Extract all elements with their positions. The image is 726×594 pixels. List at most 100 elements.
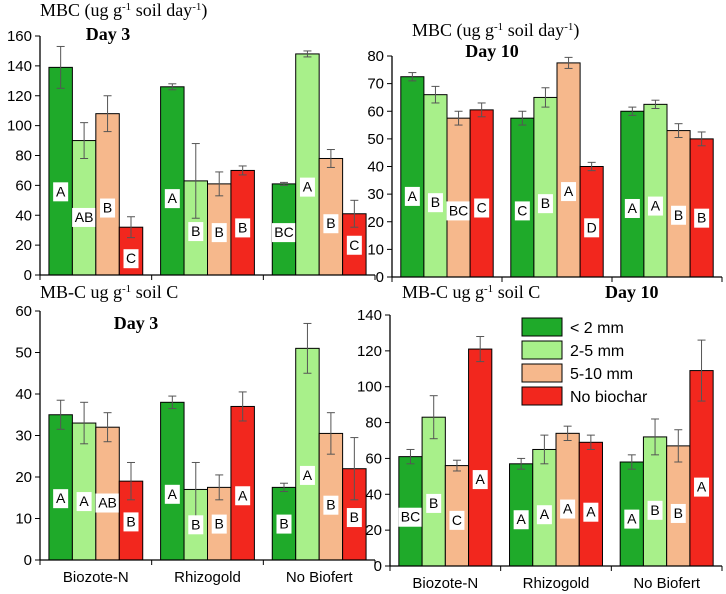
significance-label-bg (694, 208, 710, 228)
y-tick-label: 80 (365, 415, 382, 432)
bar-biozote-n-s4 (469, 109, 494, 278)
chart-title: MBC (ug g-1 soil day-1) (412, 20, 579, 41)
significance-label-bg (123, 249, 139, 269)
significance-label-bg (514, 201, 530, 221)
significance-label-bg (211, 223, 227, 243)
bar-biozote-n-s4 (468, 348, 493, 567)
significance-label: C (477, 200, 487, 216)
bar-biozote-n-s2 (421, 416, 446, 567)
bar-no-biofert-s2 (295, 53, 320, 276)
significance-label-bg (100, 198, 116, 218)
significance-label-bg (271, 223, 296, 243)
significance-label: A (627, 511, 637, 527)
legend-label: No biochar (570, 389, 648, 406)
significance-label: AB (75, 209, 94, 225)
y-tick-label: 10 (15, 511, 32, 528)
title-superscript: -1 (564, 21, 573, 33)
bar-rhizogold-s1 (510, 117, 535, 278)
bar-rhizogold-s1 (160, 86, 185, 276)
significance-label-bg (164, 189, 180, 209)
significance-label: AB (98, 495, 117, 511)
legend-label: 2-5 mm (570, 343, 624, 360)
significance-label-bg (561, 182, 577, 202)
title-text: MB-C ug g (40, 282, 122, 302)
significance-label-bg (427, 193, 443, 213)
significance-label-bg (76, 492, 92, 512)
significance-label: B (429, 495, 438, 511)
significance-label-bg (624, 509, 640, 529)
significance-label-bg (346, 235, 362, 255)
bar-biozote-n-s2 (423, 94, 448, 278)
significance-label-bg (560, 499, 576, 519)
y-tick-label: 140 (357, 307, 382, 324)
significance-label: A (56, 183, 66, 199)
chart-title: MB-C ug g-1 soil C (402, 282, 540, 302)
y-tick-label: 60 (365, 450, 382, 467)
significance-label-bg (72, 207, 97, 227)
significance-label: B (431, 194, 440, 210)
chart-subtitle: Day 10 (605, 282, 659, 302)
bar-no-biofert-s2 (295, 347, 320, 561)
significance-label-bg (536, 505, 552, 525)
chart-subtitle: Day 3 (86, 24, 131, 44)
significance-label-bg (647, 196, 663, 216)
legend-swatch (521, 340, 563, 360)
significance-label-bg (123, 512, 139, 532)
bar-no-biofert-s1 (620, 110, 645, 278)
bar-rhizogold-s1 (160, 401, 185, 561)
significance-label-bg (323, 495, 339, 515)
title-text: soil C (131, 282, 178, 302)
significance-label-bg (346, 508, 362, 528)
bar-biozote-n-s1 (48, 414, 73, 561)
y-tick-label: 0 (24, 552, 32, 569)
significance-label: B (697, 210, 706, 226)
significance-label-bg (211, 514, 227, 534)
significance-label: A (697, 479, 707, 495)
legend: < 2 mm 2-5 mm 5-10 mm No biochar (521, 317, 648, 406)
significance-label: B (103, 200, 112, 216)
y-tick-label: 30 (15, 428, 32, 445)
significance-label: C (126, 250, 136, 266)
significance-label: A (628, 200, 638, 216)
significance-label-bg (671, 205, 687, 225)
significance-label-bg (647, 500, 663, 520)
significance-label: B (674, 505, 683, 521)
y-tick-label: 80 (367, 48, 384, 65)
y-tick-label: 120 (7, 88, 32, 105)
significance-label: B (279, 516, 288, 532)
significance-label-bg (584, 218, 600, 238)
bar-biozote-n-s1 (400, 76, 425, 278)
x-tick-label: Biozote-N (63, 569, 129, 586)
significance-label: A (168, 486, 178, 502)
significance-label: B (238, 219, 247, 235)
y-tick-label: 20 (367, 214, 384, 231)
significance-label-bg (472, 470, 488, 490)
significance-label: BC (401, 509, 420, 525)
bar-no-biofert-s2 (643, 103, 668, 278)
title-text: MB-C ug g (402, 282, 484, 302)
significance-label-bg (446, 201, 471, 221)
title-text: MBC (ug g (412, 20, 494, 41)
y-tick-label: 160 (7, 28, 32, 45)
bar-biozote-n-s2 (71, 140, 97, 276)
y-tick-label: 100 (7, 118, 32, 135)
y-tick-label: 60 (15, 177, 32, 194)
chart-subtitle: Day 10 (465, 41, 519, 61)
significance-label: A (563, 501, 573, 517)
y-tick-label: 0 (376, 269, 384, 286)
significance-label: B (215, 516, 224, 532)
y-tick-label: 50 (367, 131, 384, 148)
significance-label: B (650, 502, 659, 518)
chart-panel-1: MBC (ug g-1 soil day-1)Day 3A ABCABBABBBC… (7, 0, 376, 284)
title-superscript: -1 (484, 283, 493, 295)
bar-no-biofert-s3 (666, 130, 691, 278)
title-text: ) (573, 20, 579, 41)
y-tick-label: 20 (365, 522, 382, 539)
significance-label-bg (583, 502, 599, 522)
significance-label-bg (276, 514, 292, 534)
significance-label: A (168, 190, 178, 206)
y-tick-label: 70 (367, 76, 384, 93)
x-tick-label: Rhizogold (174, 569, 241, 586)
